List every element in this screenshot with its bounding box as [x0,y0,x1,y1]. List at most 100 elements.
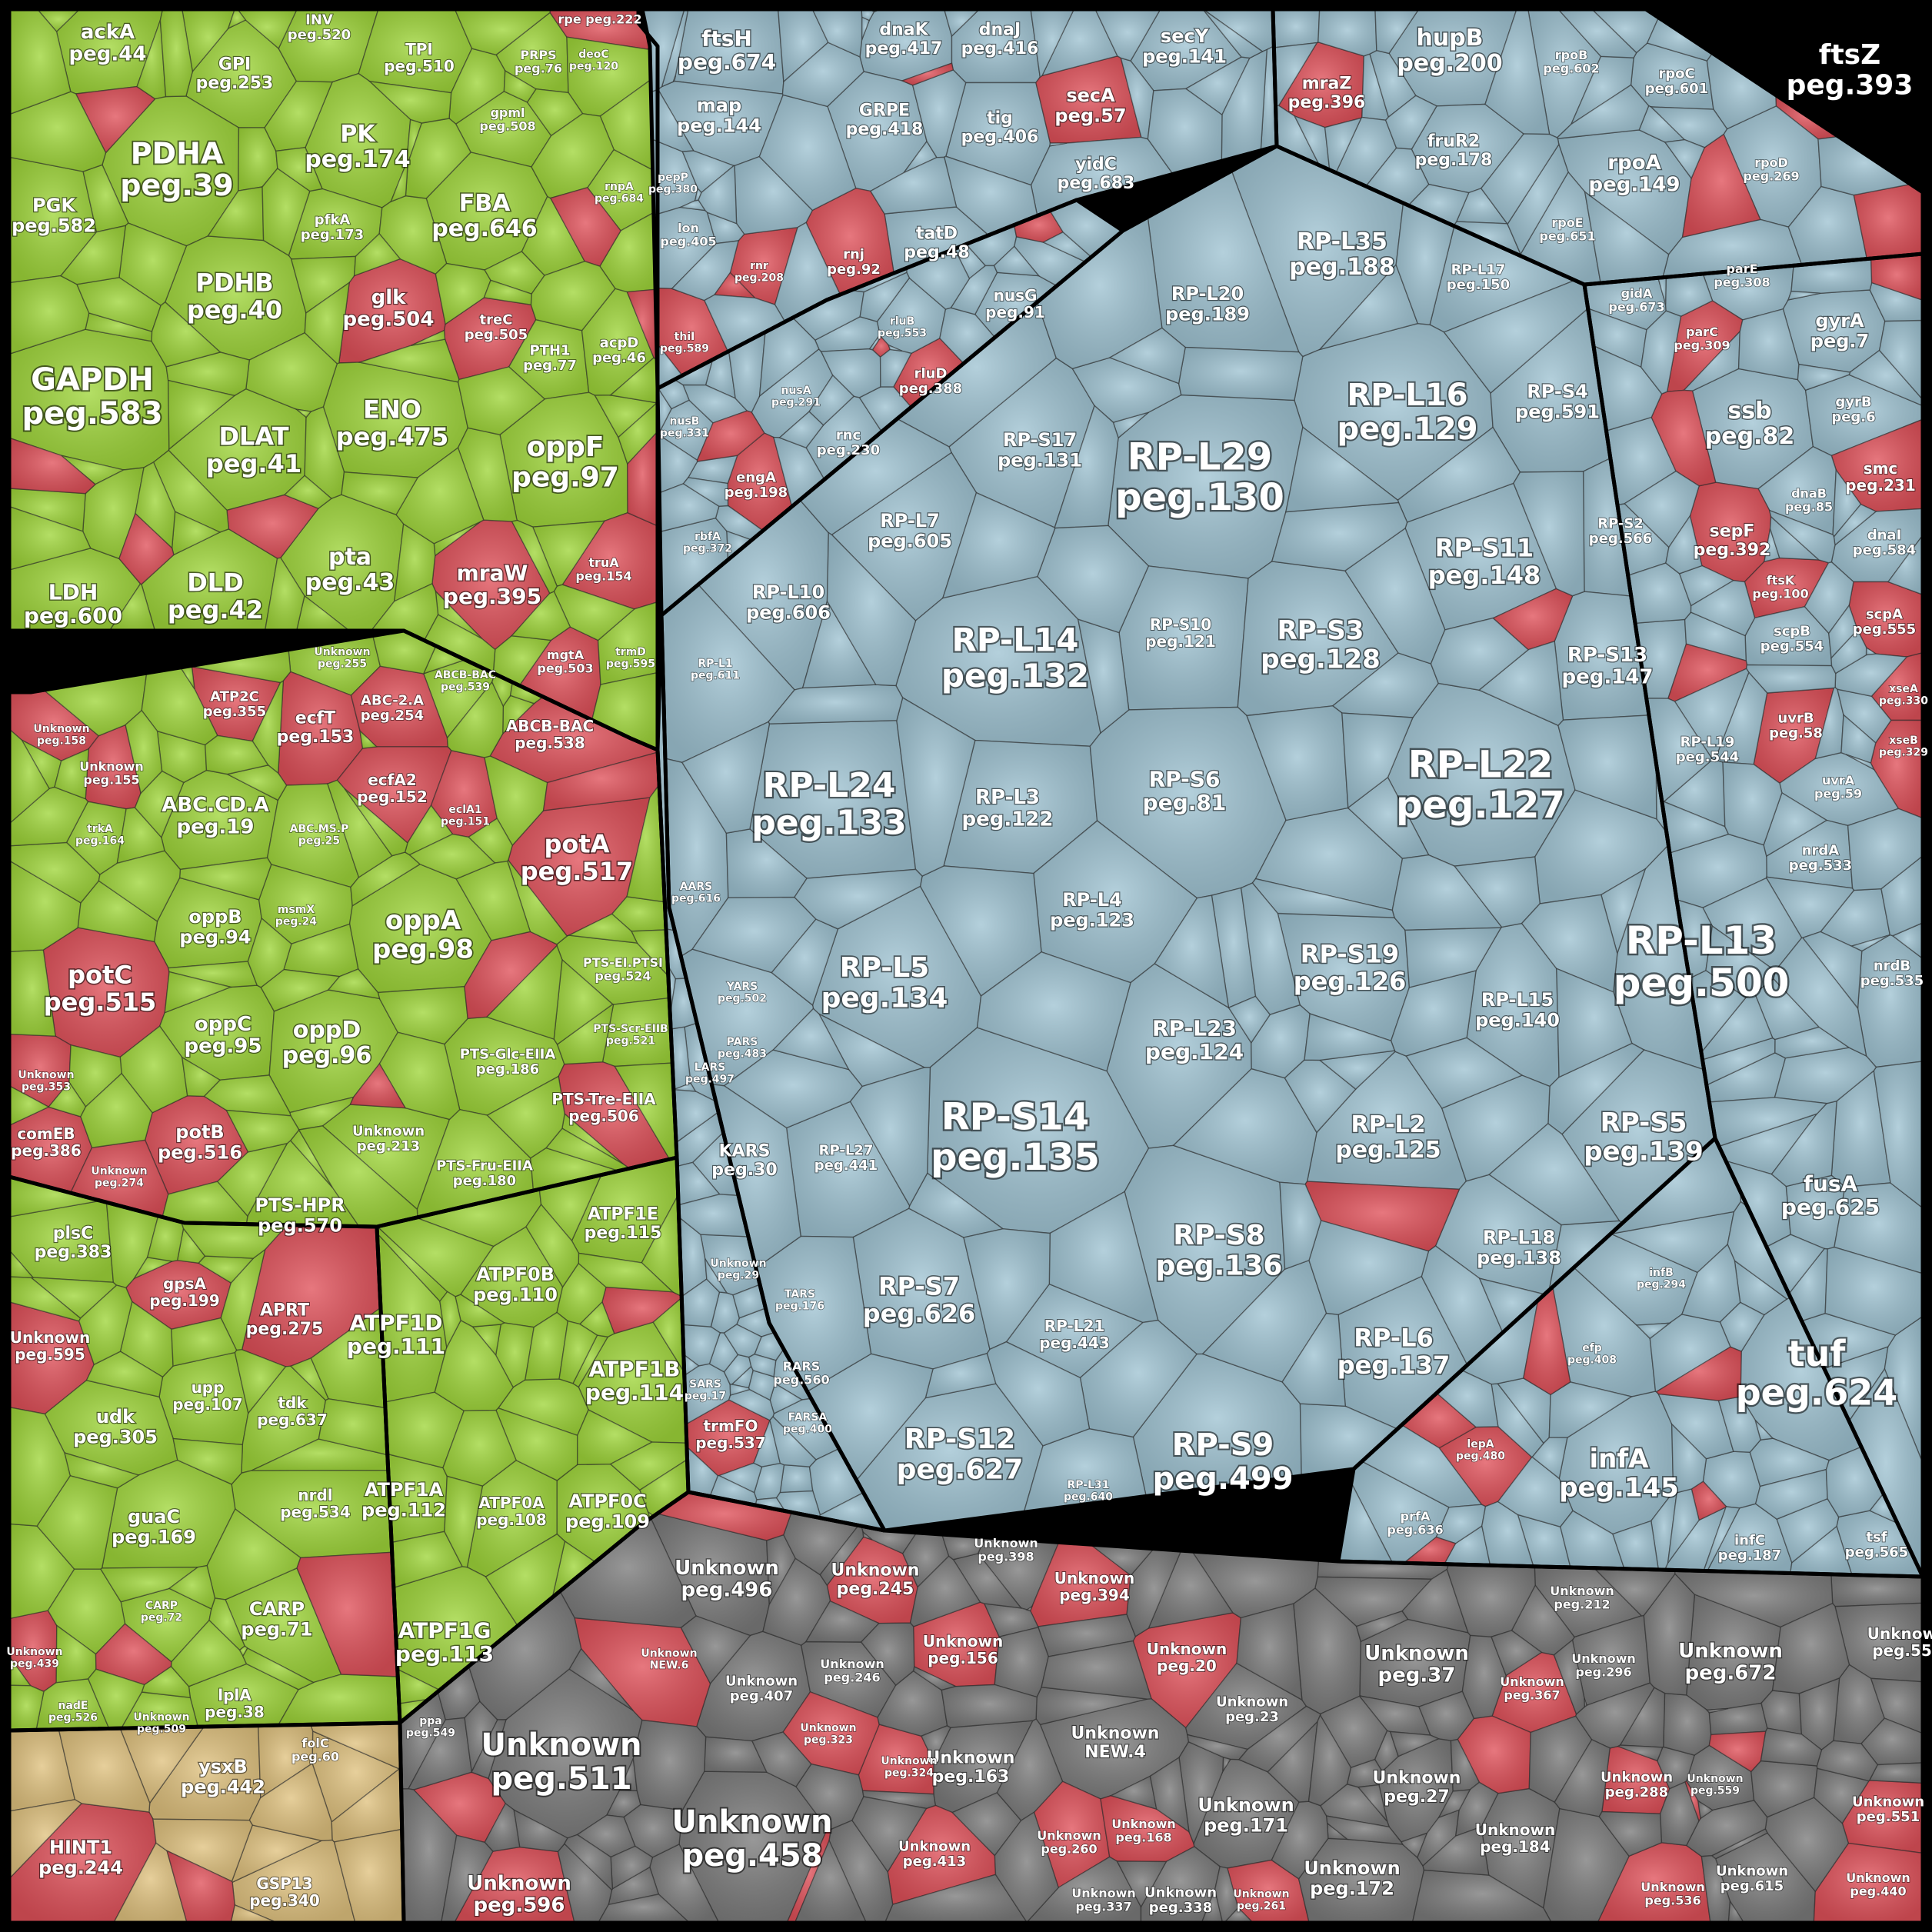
small-cell-shade [9,1729,75,1811]
gene-name: ENO [363,395,421,425]
cell-label: acpD peg.46 [592,335,646,366]
gene-name: GSP13 [256,1874,312,1893]
gene-name: tsf [1866,1529,1887,1545]
peg-id: peg.353 [22,1081,71,1094]
small-cell-shade [1714,672,1767,764]
peg-id: peg.30 [711,1161,777,1180]
small-cell-shade [1820,888,1890,947]
small-cell-shade [925,1353,996,1398]
cell-transport-shade [557,935,670,1005]
small-cell-shade [1637,1323,1670,1339]
cell-label: nrdB peg.535 [1860,958,1924,989]
small-cell-shade [160,9,193,97]
gene-name: acpD [600,335,639,351]
peg-id: peg.636 [1387,1522,1443,1537]
small-cell-shade [169,1565,215,1609]
cell-label: Unknown peg.245 [831,1561,920,1599]
cell-metabolism-shade [9,329,169,470]
peg-id: peg.186 [476,1061,539,1078]
peg-id: peg.511 [491,1761,631,1797]
small-cell-shade [1709,1703,1767,1735]
cell-transport-shade [246,1140,359,1227]
small-cell-shade [734,156,813,235]
cell-transcription-shade [1389,9,1517,106]
small-cell-shade [1754,978,1820,1040]
small-cell-shade [1294,116,1330,170]
cell-atp-shade [460,1227,563,1327]
small-cell-shade [754,1420,781,1467]
gene-name: RP-S5 [1601,1108,1687,1138]
small-cell-shade [1423,1827,1489,1876]
gene-name: nusA [781,385,811,397]
gene-name: fusA [1804,1171,1858,1196]
peg-id: peg.291 [771,397,821,409]
small-cell-shade [507,860,568,944]
peg-id: peg.110 [473,1284,558,1306]
cell-label: pepP peg.380 [648,172,698,195]
small-cell-shade [619,1758,638,1791]
peg-id: peg.37 [1378,1664,1456,1687]
small-cell-shade [182,1057,220,1097]
peg-id: peg.606 [746,602,831,624]
gene-name: RP-L29 [1128,435,1273,478]
small-cell-shade [1191,1551,1319,1618]
small-cell-shade [554,959,613,1044]
small-cell-shade [531,261,615,331]
small-cell-shade [1127,1548,1181,1637]
peg-id: peg.505 [465,327,528,343]
small-cell-shade [1405,928,1501,988]
peg-id: peg.380 [648,184,698,196]
cell-label: PTS-Scr-EIIB peg.521 [593,1023,668,1047]
gene-name: RP-S13 [1567,644,1647,667]
small-cell-shade [86,1351,163,1397]
peg-id: peg.41 [206,449,301,478]
small-cell-shade [413,1772,506,1843]
small-cell-shade [1280,1182,1321,1270]
cell-label: RP-L1 peg.611 [691,658,740,681]
cell-label: RP-L15 peg.140 [1475,989,1560,1031]
small-cell-shade [227,495,318,558]
small-cell-shade [682,1324,721,1366]
small-cell-shade [1888,535,1923,595]
small-cell-shade [209,1598,245,1651]
cell-ribosome-shade [927,1028,1149,1234]
small-cell-shade [168,380,235,449]
cell-ribosome-shade [1435,1174,1562,1294]
small-cell-shade [152,301,221,367]
cell-nucleotide-shade [9,1611,57,1692]
cell-label: nrdA peg.533 [1789,842,1852,874]
peg-id: peg.244 [38,1857,123,1879]
small-cell-shade [1523,1287,1571,1395]
small-cell-shade [531,113,615,198]
peg-id: peg.40 [187,295,282,325]
small-cell-shade [1711,1828,1767,1859]
small-cell-shade [724,1050,863,1128]
small-cell-shade [1529,1716,1592,1803]
cell-label: tuf peg.624 [1736,1333,1898,1414]
small-cell-shade [455,1294,505,1327]
cell-rna-processing-shade [751,348,833,438]
gene-name: PDHA [131,136,224,170]
small-cell-shade [1222,1757,1231,1772]
small-cell-shade [1438,1789,1471,1818]
small-cell-shade [1667,644,1747,701]
small-cell-shade [1777,1498,1839,1563]
gene-name: ppa [419,1715,442,1727]
cell-ribosome-shade [1554,591,1649,721]
gene-name: Unknown [314,646,370,658]
gene-name: RP-S19 [1301,940,1399,969]
gene-name: rbfA [695,531,721,543]
peg-id: peg.95 [185,1034,262,1058]
gene-name: LDH [48,579,98,605]
small-cell-shade [1851,934,1890,951]
peg-id: peg.309 [1674,338,1730,352]
cell-label: parC peg.309 [1674,325,1730,353]
peg-id: peg.443 [1039,1334,1110,1352]
cell-ribosome-shade [1133,1354,1302,1497]
small-cell-shade [1491,1383,1544,1457]
small-cell-shade [748,1354,776,1377]
peg-id: peg.673 [1608,299,1664,314]
cell-metabolism-shade [587,149,658,231]
gene-name: rluD [914,365,948,381]
cell-replication-shade [1690,482,1771,582]
